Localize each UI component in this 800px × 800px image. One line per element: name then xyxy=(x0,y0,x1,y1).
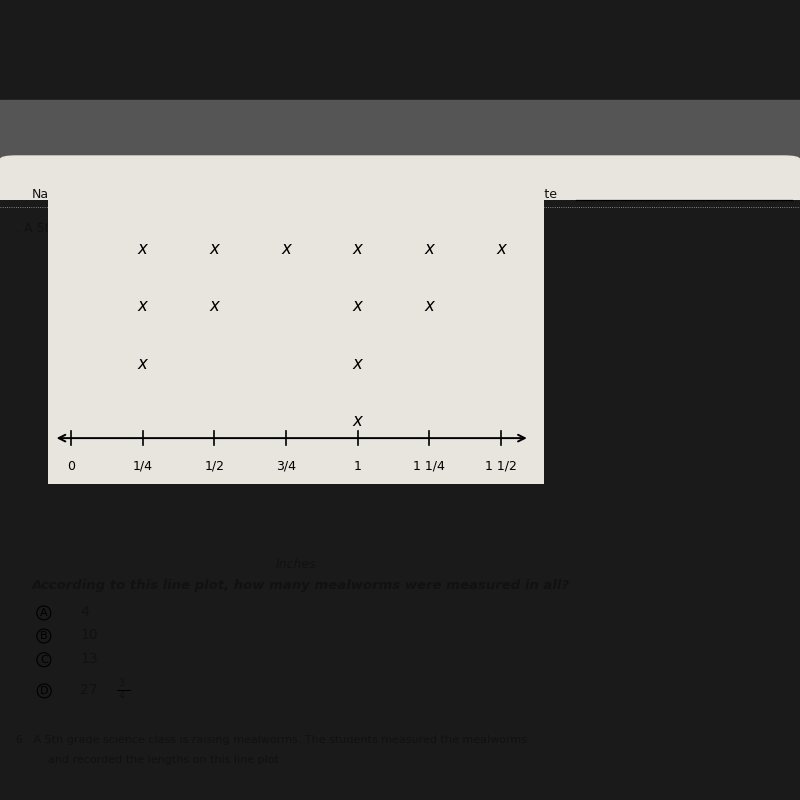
Text: A: A xyxy=(40,608,48,618)
Text: x: x xyxy=(138,354,147,373)
Text: 1 1/2: 1 1/2 xyxy=(485,460,517,473)
Text: Name: Name xyxy=(32,188,69,201)
Text: x: x xyxy=(281,240,291,258)
Text: 1/4: 1/4 xyxy=(133,460,153,473)
Text: x: x xyxy=(353,412,362,430)
Text: and recorded the lengths on this line plot.: and recorded the lengths on this line pl… xyxy=(48,242,345,255)
Text: 6.  A 5th grade science class is raising mealworms. The students measured the me: 6. A 5th grade science class is raising … xyxy=(16,734,527,745)
Text: B: B xyxy=(40,631,48,641)
Text: 27: 27 xyxy=(80,683,106,697)
Text: x: x xyxy=(353,240,362,258)
Text: Inches: Inches xyxy=(276,558,316,571)
Text: x: x xyxy=(424,240,434,258)
Text: x: x xyxy=(138,297,147,315)
Text: 3/4: 3/4 xyxy=(276,460,296,473)
Text: Date: Date xyxy=(528,188,558,201)
Text: x: x xyxy=(353,354,362,373)
Bar xyxy=(0,100,800,170)
Text: x: x xyxy=(210,240,219,258)
Text: 10: 10 xyxy=(80,628,98,642)
Text: and recorded the lengths on this line plot.: and recorded the lengths on this line pl… xyxy=(48,754,282,765)
Text: According to this line plot, how many mealworms were measured in all?: According to this line plot, how many me… xyxy=(32,579,570,592)
Text: x: x xyxy=(210,297,219,315)
Text: D: D xyxy=(40,686,49,696)
Text: C: C xyxy=(40,654,48,665)
Text: x: x xyxy=(138,240,147,258)
Text: x: x xyxy=(424,297,434,315)
Text: 1/2: 1/2 xyxy=(204,460,224,473)
FancyBboxPatch shape xyxy=(0,156,800,264)
Text: x: x xyxy=(353,297,362,315)
Text: 1 1/4: 1 1/4 xyxy=(414,460,446,473)
Text: 1: 1 xyxy=(354,460,362,473)
Text: . A 5th grade science class is raising mealworms. The students measured the: . A 5th grade science class is raising m… xyxy=(16,222,502,235)
Text: 4: 4 xyxy=(118,691,125,701)
Text: 13: 13 xyxy=(80,652,98,666)
Text: 4: 4 xyxy=(80,605,89,619)
Text: 3: 3 xyxy=(118,678,125,689)
Text: Length of Mealworms: Length of Mealworms xyxy=(307,259,493,274)
Text: x: x xyxy=(496,240,506,258)
Text: 0: 0 xyxy=(67,460,75,473)
